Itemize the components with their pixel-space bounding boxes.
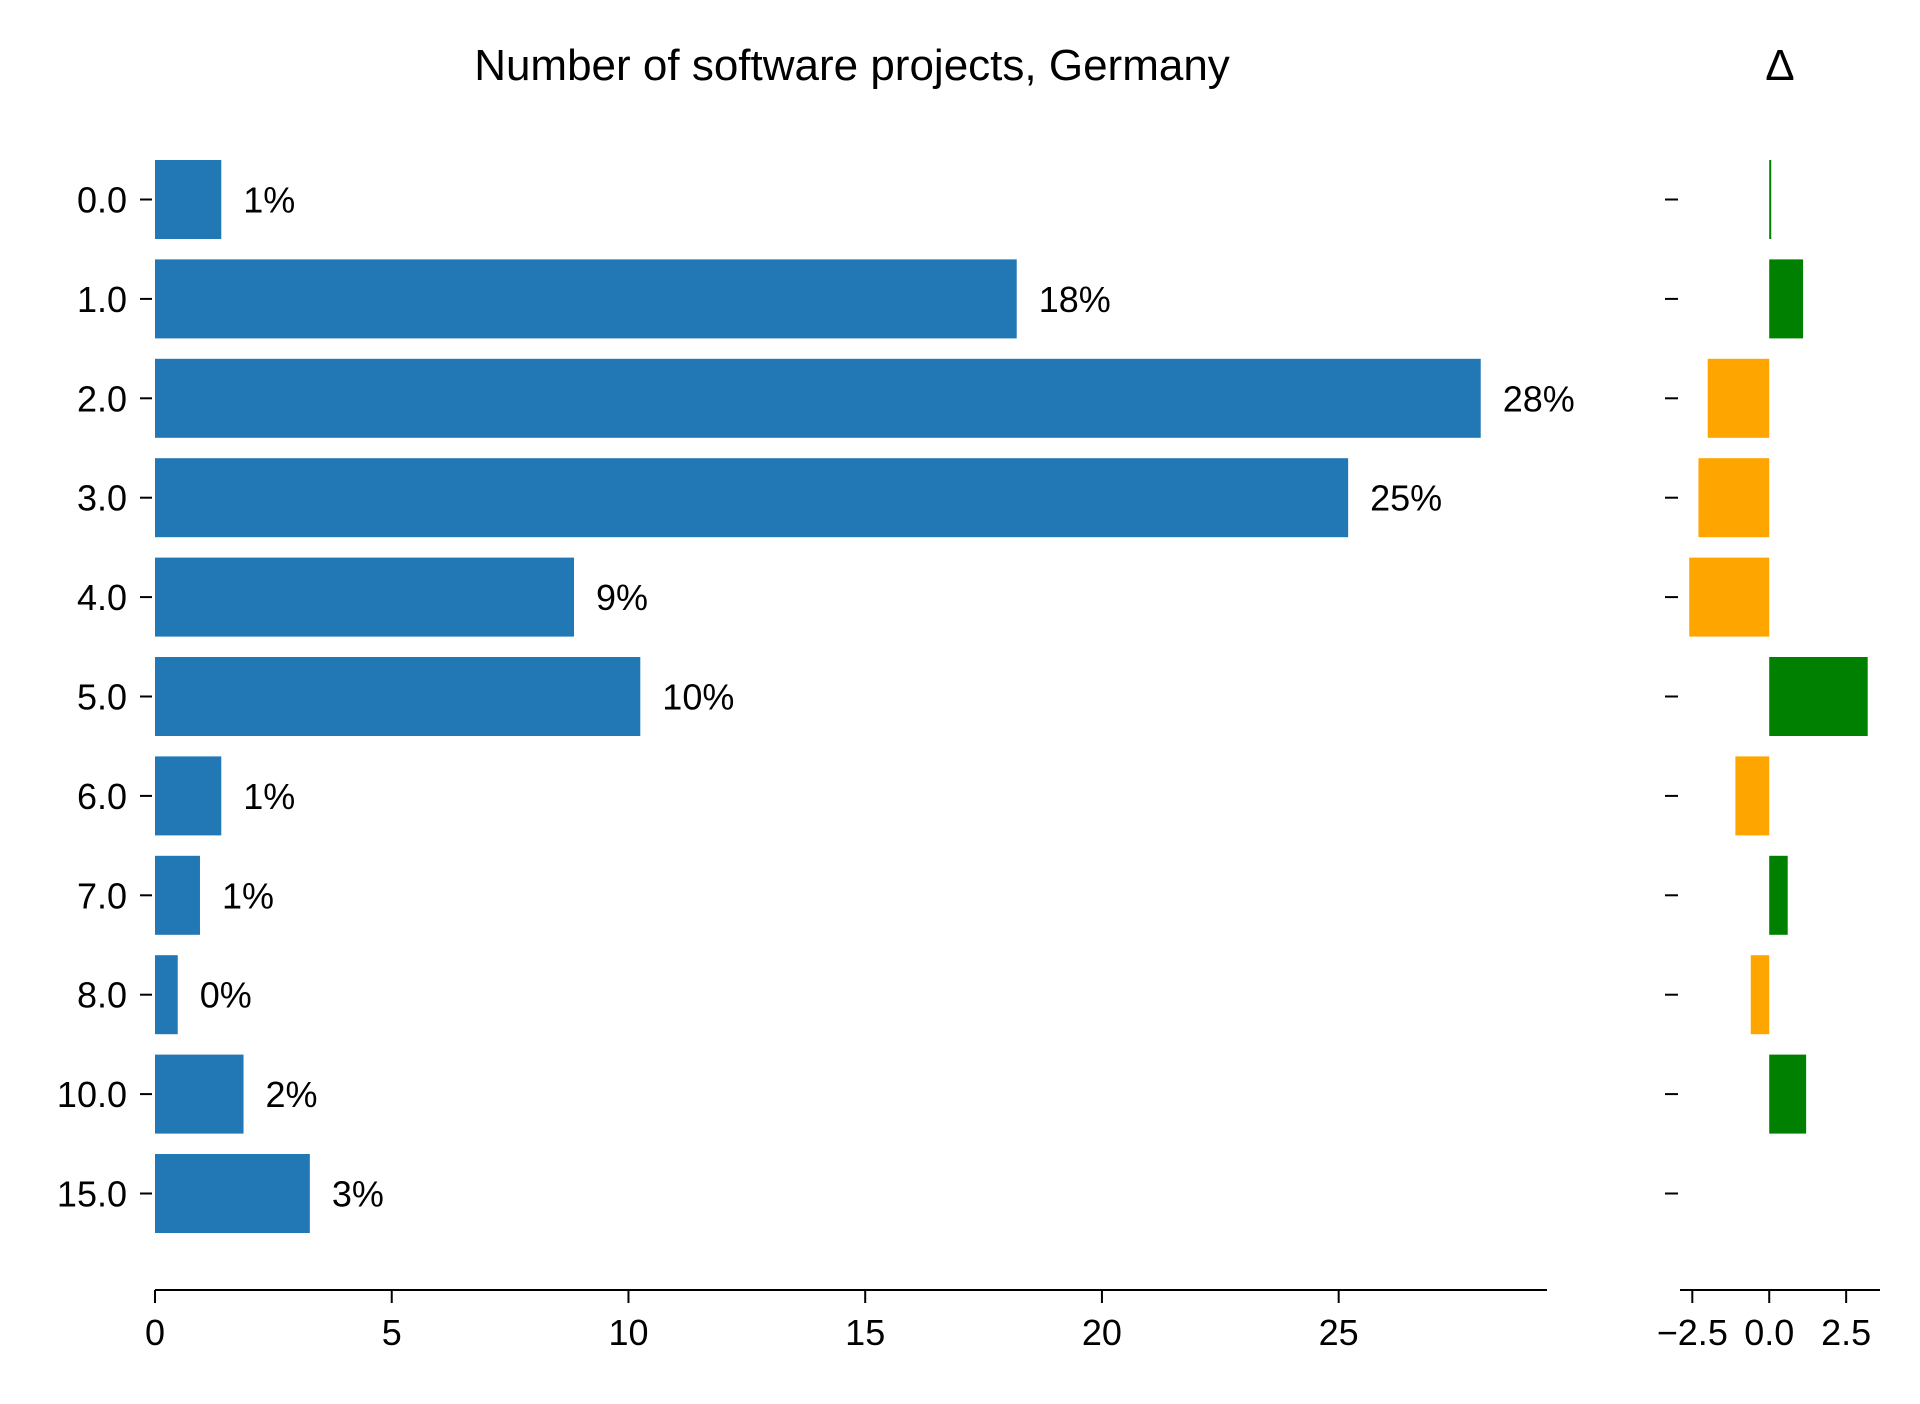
- bar-2.0: [155, 358, 1481, 438]
- data-label-3.0: 25%: [1370, 478, 1442, 519]
- delta-bar-2.0: [1707, 358, 1770, 438]
- y-tick-label-10.0: 10.0: [57, 1074, 127, 1115]
- x-tick-label-10: 10: [608, 1312, 648, 1353]
- y-tick-label-6.0: 6.0: [77, 776, 127, 817]
- delta-bar-10.0: [1769, 1054, 1807, 1134]
- delta-bar-3.0: [1698, 458, 1770, 538]
- main-x-axis: 0 5 10 15 20 25: [145, 1289, 1547, 1353]
- x-tick-label-25: 25: [1319, 1312, 1359, 1353]
- y-tick-label-0.0: 0.0: [77, 180, 127, 221]
- delta-bars: [1689, 160, 1868, 1134]
- data-label-8.0: 0%: [200, 975, 252, 1016]
- delta-y-ticks: [1665, 198, 1678, 1195]
- delta-x-tick-label-2.5: 2.5: [1821, 1312, 1871, 1353]
- y-tick-label-7.0: 7.0: [77, 875, 127, 916]
- data-label-7.0: 1%: [222, 875, 274, 916]
- delta-bar-8.0: [1750, 955, 1770, 1035]
- bar-6.0: [155, 756, 222, 836]
- data-label-15.0: 3%: [332, 1174, 384, 1215]
- delta-x-tick-label-0: 0.0: [1744, 1312, 1794, 1353]
- bar-1.0: [155, 259, 1017, 339]
- delta-chart-title: Δ: [1765, 41, 1794, 90]
- y-tick-label-4.0: 4.0: [77, 577, 127, 618]
- main-bars: [155, 160, 1481, 1233]
- y-tick-label-2.0: 2.0: [77, 378, 127, 419]
- data-label-2.0: 28%: [1503, 378, 1575, 419]
- main-chart-title: Number of software projects, Germany: [474, 41, 1230, 90]
- bar-7.0: [155, 855, 200, 935]
- x-tick-label-20: 20: [1082, 1312, 1122, 1353]
- x-tick-label-15: 15: [845, 1312, 885, 1353]
- bar-4.0: [155, 557, 575, 637]
- bar-10.0: [155, 1054, 244, 1134]
- x-tick-label-5: 5: [382, 1312, 402, 1353]
- y-axis: 0.0 1.0 2.0 3.0 4.0 5.0 6.0 7.0 8.0 10.0 15.0: [57, 180, 152, 1215]
- delta-bar-7.0: [1769, 855, 1788, 935]
- delta-bar-1.0: [1769, 259, 1804, 339]
- bar-5.0: [155, 657, 641, 736]
- y-tick-label-1.0: 1.0: [77, 279, 127, 320]
- y-tick-label-15.0: 15.0: [57, 1174, 127, 1215]
- data-label-10.0: 2%: [266, 1074, 318, 1115]
- bar-0.0: [155, 160, 222, 239]
- delta-bar-4.0: [1689, 557, 1770, 637]
- delta-bar-6.0: [1735, 756, 1770, 836]
- y-tick-label-5.0: 5.0: [77, 677, 127, 718]
- y-tick-label-3.0: 3.0: [77, 478, 127, 519]
- data-label-6.0: 1%: [243, 776, 295, 817]
- data-label-4.0: 9%: [596, 577, 648, 618]
- data-label-1.0: 18%: [1039, 279, 1111, 320]
- data-label-0.0: 1%: [243, 180, 295, 221]
- delta-bar-5.0: [1769, 657, 1868, 736]
- delta-bar-0.0: [1769, 160, 1772, 239]
- delta-x-tick-label--2.5: −2.5: [1657, 1312, 1728, 1353]
- data-label-5.0: 10%: [662, 677, 734, 718]
- delta-x-axis: −2.5 0.0 2.5: [1657, 1289, 1880, 1353]
- bar-8.0: [155, 955, 178, 1035]
- y-tick-label-8.0: 8.0: [77, 975, 127, 1016]
- main-data-labels: 1% 18% 28% 25% 9% 10% 1% 1% 0% 2% 3%: [200, 180, 1575, 1215]
- bar-15.0: [155, 1154, 310, 1233]
- x-tick-label-0: 0: [145, 1312, 165, 1353]
- bar-3.0: [155, 458, 1349, 538]
